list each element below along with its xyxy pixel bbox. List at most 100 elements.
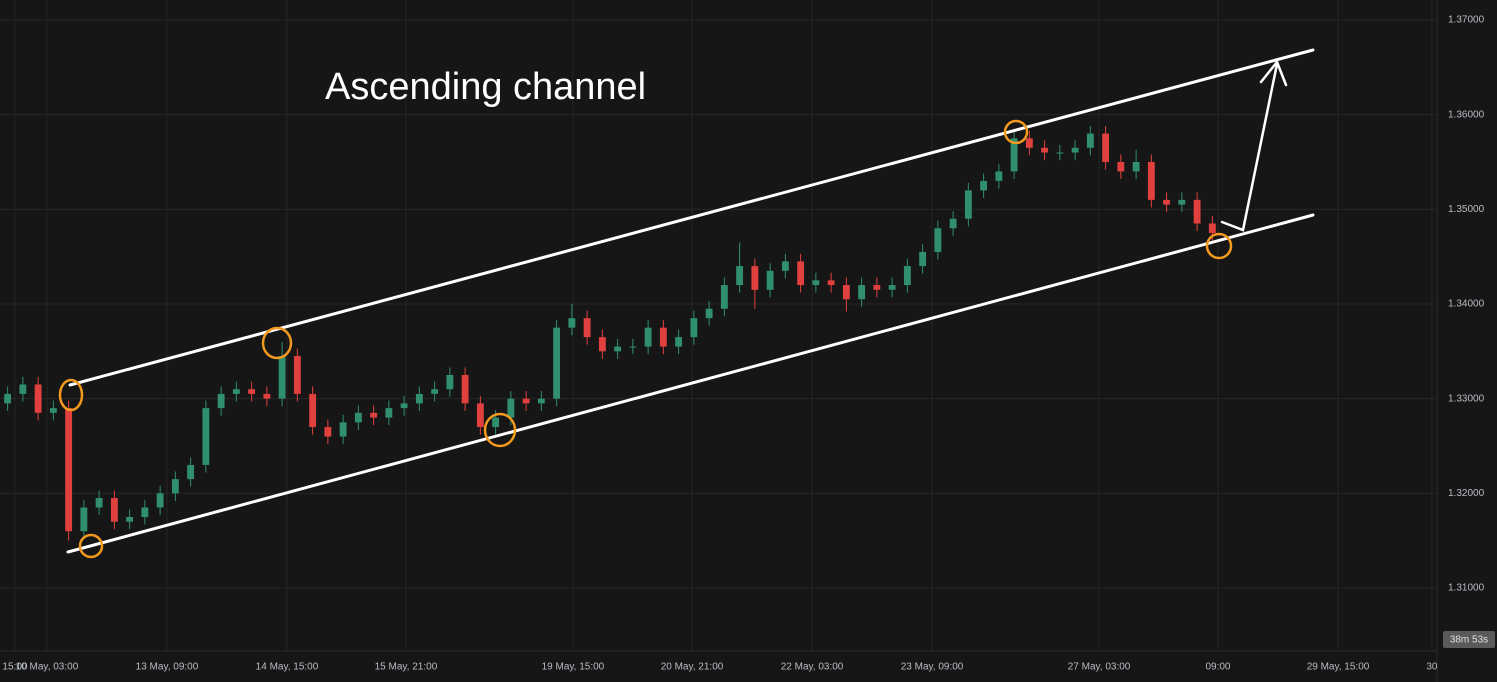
y-tick-label: 1.32000 [1448,488,1485,499]
candle-body [34,384,42,413]
annotation: Ascending channel [325,66,646,108]
candle-body [980,180,988,191]
x-tick-label: 10 May, 03:00 [16,662,79,673]
candle-body [126,516,134,522]
candle-body [659,327,667,347]
candle-body [1193,199,1201,224]
candle-body [537,398,545,404]
x-tick-label: 14 May, 15:00 [256,662,319,673]
candle-body [370,412,378,418]
candle-body [812,280,820,286]
candle-body [187,464,195,480]
x-tick-label: 13 May, 09:00 [136,662,199,673]
touch-circle [1003,119,1029,145]
candle-body [690,318,698,338]
candle-body [858,285,866,300]
candle-body [553,327,561,399]
candle-body [1178,199,1186,205]
y-tick-label: 1.35000 [1448,204,1485,215]
x-tick-label: 22 May, 03:00 [781,662,844,673]
candle-body [400,403,408,409]
candle-body [964,190,972,219]
candle-body [1025,138,1033,148]
candle-body [751,266,759,290]
candle-body [1010,138,1018,172]
y-tick-label: 1.37000 [1448,15,1485,26]
candle-body [461,374,469,404]
candle-body [354,412,362,423]
y-tick-label: 1.36000 [1448,109,1485,120]
countdown-box [1443,631,1495,648]
candle-body [1102,133,1110,162]
candle-body [110,498,118,522]
candle-body [4,393,12,404]
touch-circle [261,326,293,360]
touch-circle [78,533,104,559]
x-tick-label: 15 May, 21:00 [375,662,438,673]
candle-body [827,280,835,286]
y-tick-label: 1.33000 [1448,393,1485,404]
arrow-head [1259,59,1288,87]
candle-body [934,228,942,252]
candle-body [65,408,73,532]
candle-body [156,493,164,508]
y-tick-label: 1.34000 [1448,299,1485,310]
candle-body [1132,161,1140,172]
candle-body [614,346,622,352]
candle-body [949,218,957,229]
candle-body [309,393,317,428]
candle-body [903,266,911,286]
candle-body [385,408,393,418]
candle-body [583,318,591,338]
candle-body [141,507,149,517]
candle-body [324,427,332,437]
candle-body [293,356,301,394]
candle-body [675,337,683,347]
candle-body [1041,147,1049,153]
candle-body [431,389,439,394]
candle-body [492,417,500,428]
candle-body [720,285,728,309]
candle-body [19,384,27,394]
candle-body [873,285,881,290]
candle-body [568,318,576,328]
candle-body [781,261,789,271]
touch-circle [58,378,84,412]
touch-points [58,119,1233,559]
candle-body [415,393,423,404]
candle-body [644,327,652,347]
channel-lower [66,213,1315,554]
y-tick-label: 1.31000 [1448,583,1485,594]
candle-body [217,393,225,409]
x-tick-label: 15:00 [2,662,27,673]
candle-body [446,374,454,390]
candle-body [1086,133,1094,148]
x-tick-label: 20 May, 21:00 [661,662,724,673]
x-tick-label: 29 May, 15:00 [1307,662,1370,673]
candle-body [1208,223,1216,233]
candle-body [1163,199,1171,205]
countdown: 38m 53s [1450,635,1488,646]
candle-body [797,261,805,286]
candle-body [263,393,271,399]
candle-body [171,479,179,494]
candle-body [842,285,850,300]
candle-body [202,408,210,465]
candle-body [232,389,240,394]
candle-body [705,308,713,319]
x-tick-label: 30 [1426,662,1438,673]
candle-body [1071,147,1079,153]
x-tick-label: 09:00 [1205,662,1230,673]
candle-body [629,346,637,348]
candle-body [95,498,103,508]
touch-circle [1205,232,1233,260]
touch-circle [483,412,517,448]
x-tick-label: 23 May, 09:00 [901,662,964,673]
candle-body [507,398,515,418]
candle-body [919,251,927,267]
arrow [1220,62,1279,232]
candle-body [1117,161,1125,172]
candle-body [598,337,606,352]
candle-body [1147,161,1155,200]
